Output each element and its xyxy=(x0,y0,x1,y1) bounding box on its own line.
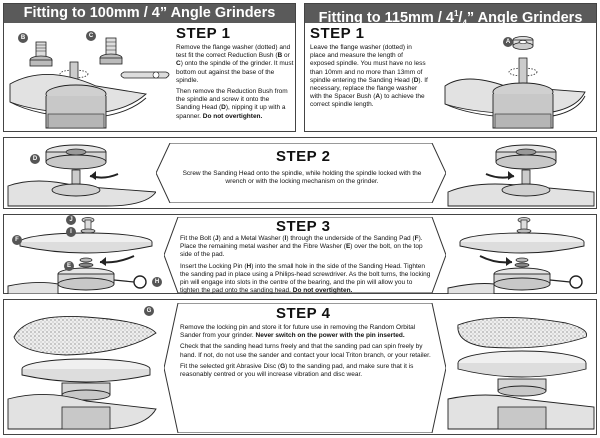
header-100mm-title-pre: Fitting to 100mm / 4 xyxy=(23,5,160,21)
step4-banner xyxy=(164,303,446,433)
step4-left-illustration xyxy=(7,316,157,430)
panel-step3: J I F E H STEP 3 Fit the Bolt (J) and a … xyxy=(3,214,597,294)
step4-right-illustration xyxy=(447,317,595,430)
header-100mm-title-post: ” Angle Grinders xyxy=(159,5,276,21)
label-f-icon: F xyxy=(12,235,22,245)
label-d-icon: D xyxy=(30,154,40,164)
step2-left-illustration xyxy=(7,144,156,207)
reduction-bush-b xyxy=(29,41,53,67)
reduction-bush-c xyxy=(99,37,123,65)
step3-p1: Fit the Bolt (J) and a Metal Washer (I) … xyxy=(180,235,423,259)
header-115mm: Fitting to 115mm / 41/4” Angle Grinders xyxy=(305,4,596,28)
step2-text: Screw the Sanding Head onto the spindle,… xyxy=(182,170,422,186)
header-115mm-sup: 1 xyxy=(453,9,459,18)
step4-p1: Remove the locking pin and store it for … xyxy=(180,324,416,340)
panel-step4: G STEP 4 Remove the locking pin and stor… xyxy=(3,299,597,435)
header-115mm-title-post: ” Angle Grinders xyxy=(466,9,583,26)
step3-left-illustration xyxy=(7,217,153,294)
step3-title: STEP 3 xyxy=(276,218,331,235)
label-e-icon: E xyxy=(64,261,74,271)
step3-right-illustration xyxy=(447,217,585,294)
step4-p2: Check that the sanding head turns freely… xyxy=(180,343,431,359)
header-100mm: Fitting to 100mm / 4” Angle Grinders xyxy=(4,4,295,23)
step4-text: Remove the locking pin and store it for … xyxy=(180,324,432,382)
step3-banner xyxy=(164,217,446,293)
step2-title: STEP 2 xyxy=(276,148,331,165)
header-115mm-title-pre: Fitting to 115mm / 4 xyxy=(318,9,454,26)
step1-left-p2: Then remove the Reduction Bush from the … xyxy=(176,88,288,120)
header-115mm-sub: 4 xyxy=(462,18,467,28)
step1-right-p: Leave the flange washer (dotted) in plac… xyxy=(310,44,428,109)
step2-banner xyxy=(156,143,446,203)
step1-left-text: Remove the flange washer (dotted) and te… xyxy=(176,44,294,124)
label-b-icon: B xyxy=(18,33,28,43)
panel-right-step1: Fitting to 115mm / 41/4” Angle Grinders … xyxy=(304,3,597,132)
step2-right-illustration xyxy=(447,144,595,207)
label-g-icon: G xyxy=(144,306,154,316)
label-h-icon: H xyxy=(152,277,162,287)
step1-left-p1: Remove the flange washer (dotted) and te… xyxy=(176,44,294,84)
step1-left-title: STEP 1 xyxy=(176,25,231,42)
step1-right-text: Leave the flange washer (dotted) in plac… xyxy=(310,44,428,113)
grinder-reduction-bush-illustration xyxy=(9,37,170,129)
grinder-spacer-bush-illustration xyxy=(444,36,586,129)
step1-right-title: STEP 1 xyxy=(310,25,365,42)
panel-left-step1: Fitting to 100mm / 4” Angle Grinders xyxy=(3,3,296,132)
step4-p3: Fit the selected grit Abrasive Disc (G) … xyxy=(180,362,414,379)
step4-title: STEP 4 xyxy=(276,305,331,322)
label-c-icon: C xyxy=(86,31,96,41)
label-a-icon: A xyxy=(503,37,513,47)
step3-p2: Insert the Locking Pin (H) into the smal… xyxy=(180,262,431,295)
label-j-icon: J xyxy=(66,215,76,225)
label-i-icon: I xyxy=(66,227,76,237)
panel-step2: D STEP 2 Screw the Sanding Head onto the… xyxy=(3,137,597,209)
step3-text: Fit the Bolt (J) and a Metal Washer (I) … xyxy=(180,235,432,298)
